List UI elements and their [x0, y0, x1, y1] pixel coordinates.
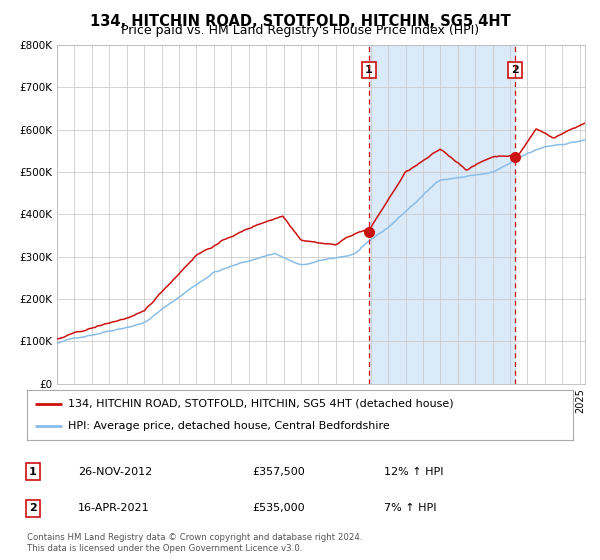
- Text: £535,000: £535,000: [252, 503, 305, 514]
- Text: 7% ↑ HPI: 7% ↑ HPI: [384, 503, 437, 514]
- Bar: [369, 45, 515, 384]
- Text: 26-NOV-2012: 26-NOV-2012: [78, 466, 152, 477]
- Text: 134, HITCHIN ROAD, STOTFOLD, HITCHIN, SG5 4HT: 134, HITCHIN ROAD, STOTFOLD, HITCHIN, SG…: [89, 14, 511, 29]
- Text: 134, HITCHIN ROAD, STOTFOLD, HITCHIN, SG5 4HT (detached house): 134, HITCHIN ROAD, STOTFOLD, HITCHIN, SG…: [68, 399, 454, 409]
- Text: 2: 2: [29, 503, 37, 514]
- Text: £357,500: £357,500: [252, 466, 305, 477]
- Text: HPI: Average price, detached house, Central Bedfordshire: HPI: Average price, detached house, Cent…: [68, 421, 390, 431]
- Text: 16-APR-2021: 16-APR-2021: [78, 503, 149, 514]
- Text: 1: 1: [29, 466, 37, 477]
- Text: Price paid vs. HM Land Registry's House Price Index (HPI): Price paid vs. HM Land Registry's House …: [121, 24, 479, 37]
- Text: Contains HM Land Registry data © Crown copyright and database right 2024.
This d: Contains HM Land Registry data © Crown c…: [27, 533, 362, 553]
- Text: 1: 1: [365, 65, 373, 75]
- Text: 2: 2: [511, 65, 519, 75]
- Text: 12% ↑ HPI: 12% ↑ HPI: [384, 466, 443, 477]
